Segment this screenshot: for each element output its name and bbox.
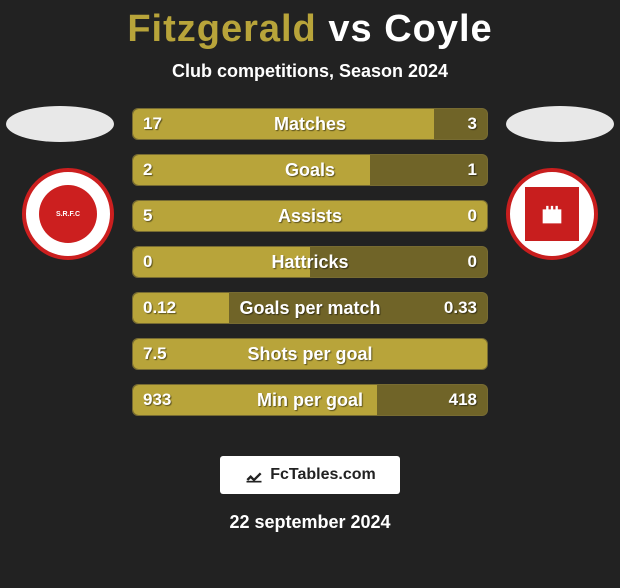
stat-label: Goals per match — [133, 293, 487, 323]
watermark-text: FcTables.com — [270, 466, 376, 484]
castle-icon — [538, 200, 566, 228]
stat-row: 0.12Goals per match0.33 — [132, 292, 488, 324]
crest-shelbourne-icon — [525, 187, 579, 241]
vs-label: vs — [328, 8, 372, 50]
player1-head-placeholder — [6, 106, 114, 142]
stat-label: Matches — [133, 109, 487, 139]
stat-row: 0Hattricks0 — [132, 246, 488, 278]
stat-value-right: 0 — [468, 247, 477, 277]
stat-value-right: 418 — [449, 385, 477, 415]
stat-bars: 17Matches32Goals15Assists00Hattricks00.1… — [132, 108, 488, 430]
stat-label: Goals — [133, 155, 487, 185]
stat-label: Shots per goal — [133, 339, 487, 369]
stat-row: 5Assists0 — [132, 200, 488, 232]
crest-sligo-rovers-icon: S.R.F.C — [39, 185, 97, 243]
player1-name: Fitzgerald — [127, 8, 316, 50]
title: Fitzgerald vs Coyle — [0, 8, 620, 51]
stat-row: 2Goals1 — [132, 154, 488, 186]
watermark[interactable]: FcTables.com — [220, 456, 400, 494]
player2-name: Coyle — [384, 8, 492, 50]
comparison-content: S.R.F.C 17Matches32Goals15Assists00Hattr… — [0, 112, 620, 442]
stat-label: Assists — [133, 201, 487, 231]
stat-label: Hattricks — [133, 247, 487, 277]
player1-club-crest: S.R.F.C — [22, 168, 114, 260]
stat-value-right: 0.33 — [444, 293, 477, 323]
stat-value-right: 0 — [468, 201, 477, 231]
stat-value-right: 3 — [468, 109, 477, 139]
date: 22 september 2024 — [0, 512, 620, 533]
subtitle: Club competitions, Season 2024 — [0, 61, 620, 82]
stat-row: 7.5Shots per goal — [132, 338, 488, 370]
player2-head-placeholder — [506, 106, 614, 142]
stat-row: 17Matches3 — [132, 108, 488, 140]
chart-icon — [244, 465, 264, 485]
player2-club-crest — [506, 168, 598, 260]
stat-row: 933Min per goal418 — [132, 384, 488, 416]
stat-label: Min per goal — [133, 385, 487, 415]
stat-value-right: 1 — [468, 155, 477, 185]
